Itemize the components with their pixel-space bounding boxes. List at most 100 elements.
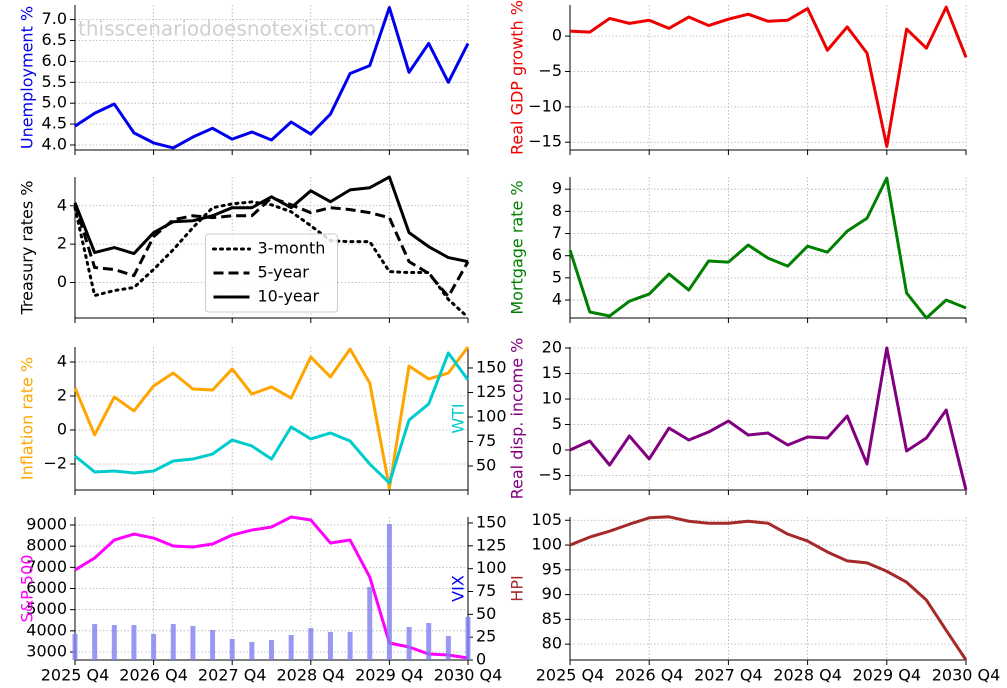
line	[569, 5, 968, 148]
bar	[445, 635, 451, 660]
x-tick-label: 2028 Q4	[773, 666, 842, 685]
bar	[210, 629, 216, 660]
y-tick-label: 7.0	[42, 9, 67, 28]
x-tick-label: 2030 Q4	[434, 666, 503, 685]
y-tick-label: 6	[552, 245, 562, 264]
line	[74, 351, 470, 485]
y-tick-label: 50	[476, 455, 496, 474]
y-tick-label: 0	[552, 26, 562, 45]
y2-axis-label: VIX	[449, 575, 468, 602]
y-tick-label: 0	[57, 272, 67, 291]
y-tick-label: 4.5	[42, 114, 67, 133]
y-tick-label: −2	[43, 453, 67, 472]
x-tick-label: 2030 Q4	[932, 666, 1001, 685]
bar	[426, 623, 432, 660]
bar	[386, 523, 392, 660]
bar	[229, 638, 235, 660]
y-tick-label: 20	[542, 338, 562, 357]
bar	[151, 633, 157, 660]
y-tick-label: 10	[542, 389, 562, 408]
y-tick-label: 6.5	[42, 30, 67, 49]
legend-box	[205, 233, 338, 313]
bar	[406, 627, 412, 660]
y-tick-label: 125	[476, 535, 507, 554]
bar	[269, 640, 274, 660]
x-tick-label: 2028 Q4	[277, 666, 346, 685]
y-tick-label: 85	[542, 609, 562, 628]
line	[569, 515, 968, 661]
bar	[249, 642, 255, 660]
y-tick-label: 0	[476, 650, 486, 669]
y-tick-label: 8000	[26, 536, 67, 555]
y-tick-label: 0	[552, 440, 562, 459]
watermark: thisscenariodoesnotexist.com	[78, 17, 376, 41]
x-tick-label: 2029 Q4	[853, 666, 922, 685]
y-tick-label: 8	[552, 201, 562, 220]
y-axis-label: S&P 500	[18, 555, 37, 623]
y-tick-label: 5.0	[42, 93, 67, 112]
y-tick-label: 7	[552, 223, 562, 242]
bar	[111, 625, 117, 660]
y-axis-label: Real GDP growth %	[508, 0, 527, 155]
x-tick-label: 2026 Q4	[615, 666, 684, 685]
y-tick-label: −5	[538, 61, 562, 80]
line	[73, 196, 470, 299]
y-tick-label: −10	[528, 96, 562, 115]
y-tick-label: 5000	[26, 599, 67, 618]
y-axis-label: Real disp. income %	[508, 338, 527, 500]
y-tick-label: 150	[476, 513, 507, 532]
y-tick-label: −15	[528, 132, 562, 151]
x-tick-label: 2026 Q4	[119, 666, 188, 685]
y-tick-label: 7000	[26, 557, 67, 576]
line	[568, 176, 967, 320]
y-tick-label: 2	[57, 385, 67, 404]
legend: 3-month 5-year 10-year	[205, 233, 338, 313]
y-axis-label: Treasury rates %	[18, 180, 37, 315]
bar	[170, 624, 176, 660]
y-tick-label: 3000	[26, 641, 67, 660]
bar	[131, 625, 137, 660]
bar	[327, 631, 333, 660]
y-tick-label: 5.5	[42, 72, 67, 91]
line	[74, 6, 470, 150]
y-tick-label: 75	[476, 581, 496, 600]
bar	[465, 616, 471, 660]
y-tick-label: 15	[542, 363, 562, 382]
y-tick-label: 4	[57, 195, 67, 214]
y-tick-label: 100	[476, 406, 507, 425]
y-tick-label: 5	[552, 267, 562, 286]
line	[73, 200, 470, 319]
y-tick-label: 9000	[26, 515, 67, 534]
y-tick-label: 6.0	[42, 51, 67, 70]
legend-label: 10-year	[258, 287, 320, 306]
bar	[308, 628, 314, 660]
legend-label: 3-month	[258, 239, 326, 258]
y-tick-label: 4.0	[42, 134, 67, 153]
bar	[288, 634, 294, 660]
x-tick-label: 2027 Q4	[198, 666, 267, 685]
bar	[190, 626, 196, 660]
y-tick-label: 95	[542, 559, 562, 578]
y-tick-label: 105	[531, 510, 562, 529]
y-axis-label: Unemployment %	[18, 6, 37, 149]
y-tick-label: 150	[476, 357, 507, 376]
y-tick-label: 0	[57, 419, 67, 438]
y-tick-label: 4000	[26, 620, 67, 639]
line	[74, 515, 469, 660]
y-tick-label: 75	[476, 431, 496, 450]
legend-label: 5-year	[258, 263, 310, 282]
bar	[72, 633, 78, 660]
y2-axis-label: WTI	[449, 403, 468, 433]
y-tick-label: −5	[538, 465, 562, 484]
y-tick-label: 5	[552, 414, 562, 433]
y-tick-label: 90	[542, 584, 562, 603]
y-tick-label: 100	[531, 535, 562, 554]
line	[73, 175, 469, 264]
y-axis-label: Inflation rate %	[18, 357, 37, 480]
x-tick-label: 2025 Q4	[536, 666, 605, 685]
y-tick-label: 125	[476, 382, 507, 401]
y-tick-label: 50	[476, 604, 496, 623]
y-tick-label: 4	[552, 290, 562, 309]
line	[569, 346, 968, 491]
